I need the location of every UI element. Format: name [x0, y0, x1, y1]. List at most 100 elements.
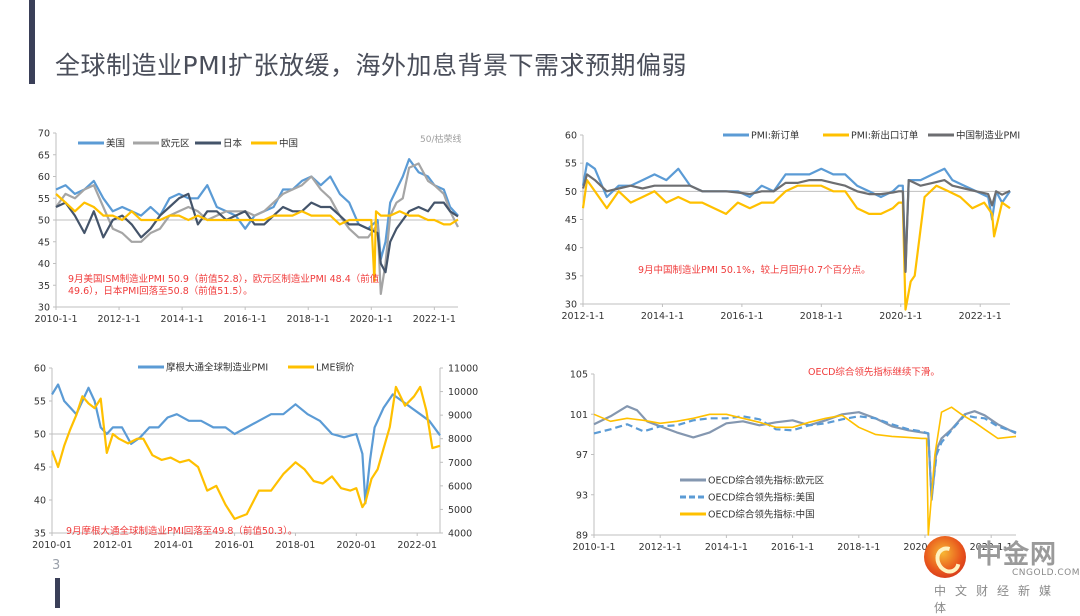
series-line-1 [55, 162, 459, 295]
watermark-brand: 中金网 [976, 540, 1058, 570]
legend-label: 欧元区 [161, 138, 190, 150]
series-line-2 [593, 406, 1017, 536]
x-tick-label: 2022-01 [397, 540, 437, 551]
y-tick-label: 65 [38, 150, 50, 161]
y-tick-label-right: 6000 [448, 481, 472, 492]
chart-annotation: 9月中国制造业PMI 50.1%，较上月回升0.7个百分点。 [638, 264, 871, 276]
y-tick-label: 101 [570, 410, 588, 421]
chart-annotation: OECD综合领先指标继续下滑。 [808, 366, 940, 378]
y-tick-label: 30 [565, 300, 577, 311]
chart-jpm-pmi-copper: 35 40 45 50 55 60 2010-01 2012-01 2014-01 2016-01… [28, 355, 498, 555]
chart-global-pmi: 30 35 40 45 50 55 60 65 70 2010-1-1 2012-1-1 2014-1… [28, 125, 478, 326]
chart-annotation: 9月美国ISM制造业PMI 50.9（前值52.8），欧元区制造业PMI 48.… [68, 273, 380, 285]
y-tick-label: 60 [34, 364, 46, 375]
y-tick-label: 55 [565, 159, 577, 170]
x-tick-label: 2020-1-1 [350, 314, 393, 325]
y-tick-label: 45 [34, 463, 46, 474]
x-tick-label: 2016-1-1 [720, 311, 763, 322]
y-tick-label: 40 [38, 259, 50, 270]
y-tick-label: 35 [565, 271, 577, 282]
x-tick-label: 2014-1-1 [705, 542, 748, 553]
y-tick-label: 50 [34, 430, 46, 441]
y-tick-label-right: 11000 [448, 364, 478, 375]
x-tick-label: 2022-1-1 [413, 314, 456, 325]
x-tick-label: 2018-01 [276, 540, 316, 551]
chart-china-pmi: 30 35 40 45 50 55 60 2012-1-1 2014-1-1 2016-1-1 20… [555, 125, 1025, 325]
y-tick-label: 40 [565, 243, 577, 254]
x-tick-label: 2014-01 [154, 540, 194, 551]
x-tick-label: 2016-1-1 [224, 314, 267, 325]
x-tick-label: 2010-1-1 [572, 542, 615, 553]
x-tick-label: 2012-1-1 [561, 311, 604, 322]
series-line-2 [581, 173, 1011, 273]
reference-line-label: 50/枯荣线 [420, 133, 462, 145]
watermark: 中金网 CNGOLD.COM.CN 中文财经新媒体 [912, 532, 1080, 615]
x-tick-label: 2012-1-1 [639, 542, 682, 553]
x-tick-label: 2014-1-1 [161, 314, 204, 325]
x-tick-label: 2016-1-1 [771, 542, 814, 553]
y-tick-label: 50 [38, 216, 50, 227]
legend-label: 美国 [106, 138, 125, 150]
y-tick-label: 70 [38, 129, 50, 140]
chart-svg: 89 93 97 101 105 2010-1-1 2012-1-1 2014-1-1 2016… [570, 366, 1017, 553]
y-tick-label: 93 [576, 490, 588, 501]
y-tick-label-right: 7000 [448, 458, 472, 469]
watermark-tagline: 中文财经新媒体 [934, 584, 1061, 615]
page-number: 3 [52, 558, 61, 573]
y-tick-label-right: 10000 [448, 387, 478, 398]
x-tick-label: 2018-1-1 [287, 314, 330, 325]
y-tick-label: 97 [576, 450, 588, 461]
y-tick-label: 35 [38, 281, 50, 292]
y-tick-label: 55 [34, 397, 46, 408]
legend-label: OECD综合领先指标:欧元区 [708, 475, 825, 487]
watermark-url: CNGOLD.COM.CN [1012, 568, 1080, 578]
chart-annotation: 49.6），日本PMI回落至50.8（前值51.5）。 [68, 285, 253, 297]
y-tick-label: 30 [38, 303, 50, 314]
title-accent-bar [29, 0, 35, 84]
series-line-1 [50, 385, 441, 520]
brand-logo-icon [924, 536, 966, 578]
x-tick-label: 2014-1-1 [641, 311, 684, 322]
chart-annotation: 9月摩根大通全球制造业PMI回落至49.8（前值50.3）。 [66, 525, 297, 537]
series-line-1 [593, 414, 1017, 498]
x-tick-label: 2012-1-1 [97, 314, 140, 325]
legend-label: 中国制造业PMI [956, 130, 1020, 142]
y-tick-label: 60 [565, 131, 577, 142]
y-tick-label: 45 [38, 237, 50, 248]
legend-label: LME铜价 [316, 362, 355, 374]
footer-accent-bar [55, 578, 60, 608]
y-tick-label: 35 [34, 529, 46, 540]
chart-oecd-cli: 89 93 97 101 105 2010-1-1 2012-1-1 2014-1-1 2016… [550, 362, 1030, 554]
y-tick-label: 45 [565, 215, 577, 226]
y-tick-label-right: 5000 [448, 505, 472, 516]
legend-label: 日本 [223, 138, 243, 150]
series-line-0 [55, 157, 459, 261]
y-tick-label: 89 [576, 531, 588, 542]
series-line-3 [55, 193, 459, 282]
y-tick-label-right: 9000 [448, 411, 472, 422]
legend-label: OECD综合领先指标:美国 [708, 492, 815, 504]
legend-label: 摩根大通全球制造业PMI [166, 362, 268, 374]
x-tick-label: 2022-1-1 [970, 542, 1013, 553]
legend-label: PMI:新出口订单 [851, 130, 919, 142]
chart-svg: 30 35 40 45 50 55 60 65 70 2010-1-1 2012-1-1 2014-1… [34, 129, 462, 326]
y-tick-label: 50 [565, 187, 577, 198]
x-tick-label: 2020-1-1 [879, 311, 922, 322]
x-tick-label: 2010-01 [32, 540, 72, 551]
x-tick-label: 2018-1-1 [837, 542, 880, 553]
y-tick-label: 105 [570, 370, 588, 381]
series-line-2 [55, 192, 459, 274]
x-tick-label: 2012-01 [93, 540, 133, 551]
x-tick-label: 2016-01 [215, 540, 255, 551]
y-tick-label-right: 8000 [448, 434, 472, 445]
x-tick-label: 2022-1-1 [959, 311, 1002, 322]
legend-label: OECD综合领先指标:中国 [708, 509, 815, 521]
chart-svg: 30 35 40 45 50 55 60 2012-1-1 2014-1-1 2016-1-1 20… [561, 130, 1020, 323]
y-tick-label: 40 [34, 496, 46, 507]
legend-label: 中国 [279, 138, 298, 150]
x-tick-label: 2020-01 [336, 540, 376, 551]
y-tick-label-right: 4000 [448, 529, 472, 540]
y-tick-label: 60 [38, 172, 50, 183]
series-line-1 [581, 178, 1011, 311]
x-tick-label: 2010-1-1 [34, 314, 77, 325]
